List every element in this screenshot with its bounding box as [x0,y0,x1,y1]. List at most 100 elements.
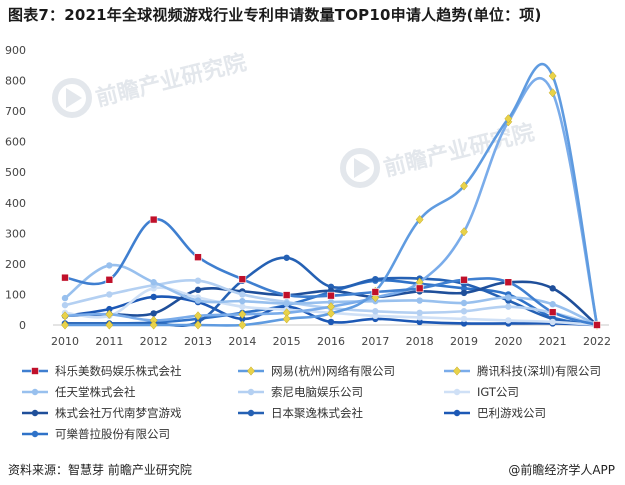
data-point [460,181,468,191]
x-tick-label: 2022 [583,335,611,348]
data-point [460,227,468,237]
legend-marker [31,367,39,375]
legend-marker [31,430,39,438]
x-tick-label: 2019 [450,335,478,348]
data-point [415,214,424,225]
data-point [460,315,468,323]
data-point [238,309,247,319]
y-tick-label: 800 [5,75,26,88]
data-point [194,277,202,284]
legend-marker [453,388,461,396]
data-point [106,262,113,269]
legend-marker [31,409,39,417]
x-tick-label: 2013 [184,335,212,348]
series-layer [61,62,601,330]
data-point [61,273,69,282]
data-point [194,286,202,294]
data-point [61,320,69,330]
x-tick-label: 2018 [406,335,434,348]
data-point [505,294,512,301]
x-tick-label: 2015 [273,335,301,348]
data-point [416,318,423,326]
legend-label: 巴利游戏公司 [477,406,546,420]
x-tick-label: 2012 [140,335,168,348]
data-point [150,310,157,317]
y-tick-label: 300 [5,227,26,240]
data-point [105,275,114,284]
y-tick-label: 600 [5,136,26,149]
data-point [548,71,557,81]
data-point [415,284,424,293]
x-tick-label: 2014 [228,335,256,348]
brand-credit: @前瞻经济学人APP [508,463,615,477]
series-group [61,215,601,329]
data-point [61,311,69,321]
data-point [549,301,556,308]
data-point [283,300,290,307]
data-point [372,275,379,283]
data-point [504,278,513,287]
x-tick-label: 2020 [494,335,522,348]
y-tick-label: 100 [5,288,26,301]
x-axis: 2010 2011 2012 2013 2014 2015 2016 2017 2018 2019… [51,324,611,348]
legend-label: IGT公司 [477,385,519,399]
source-note: 资料来源：智慧芽 前瞻产业研究院 [8,463,192,477]
legend-label: 可樂普拉股份有限公司 [55,427,170,441]
legend-marker [247,388,255,396]
legend-marker [453,409,461,417]
legend-marker [247,366,255,376]
legend-label: 网易(杭州)网络有限公司 [271,364,395,378]
data-point [548,88,557,98]
data-point [504,114,513,124]
data-point [416,314,423,321]
data-point [149,215,158,224]
legend-marker [453,366,461,376]
y-tick-label: 0 [19,319,26,332]
data-point [327,291,335,300]
data-point [194,297,202,304]
data-point [372,308,379,315]
watermark-logo [52,78,92,118]
chart-title: 图表7：2021年全球视频游戏行业专利申请数量TOP10申请人趋势(单位：项) [8,6,542,24]
x-tick-label: 2021 [539,335,567,348]
series-group [61,62,601,330]
data-point [593,321,601,329]
y-tick-label: 700 [5,105,26,118]
legend-label: 株式会社万代南梦宫游戏 [55,406,182,420]
data-point [327,318,335,326]
y-tick-label: 900 [5,44,26,57]
data-point [149,320,158,330]
data-point [105,320,114,330]
y-tick-label: 500 [5,166,26,179]
data-point [238,320,247,330]
data-point [371,288,380,296]
legend-label: 任天堂株式会社 [55,385,136,399]
legend-label: 腾讯科技(深圳)有限公司 [477,364,601,378]
legend-marker [247,409,255,417]
data-point [548,308,557,316]
series-line [63,62,599,327]
data-point [416,309,423,316]
x-tick-label: 2016 [317,335,345,348]
data-point [460,320,468,327]
data-point [239,303,246,310]
data-point [194,320,202,330]
y-tick-label: 200 [5,258,26,271]
data-point [460,285,468,292]
data-point [282,291,291,299]
data-point [549,285,556,292]
data-point [372,312,379,320]
data-point [105,309,114,319]
legend: 科乐美数码娱乐株式会社 网易(杭州)网络有限公司 腾讯科技(深圳)有限公司任天堂株式… [22,364,601,441]
x-tick-label: 2011 [95,335,123,348]
data-point [327,308,335,318]
data-point [460,289,468,297]
data-point [283,254,290,261]
data-point [194,253,202,261]
data-point [505,317,512,324]
watermark-logo [340,148,380,188]
data-point [106,291,113,298]
data-point [106,305,113,313]
data-point [150,293,157,301]
